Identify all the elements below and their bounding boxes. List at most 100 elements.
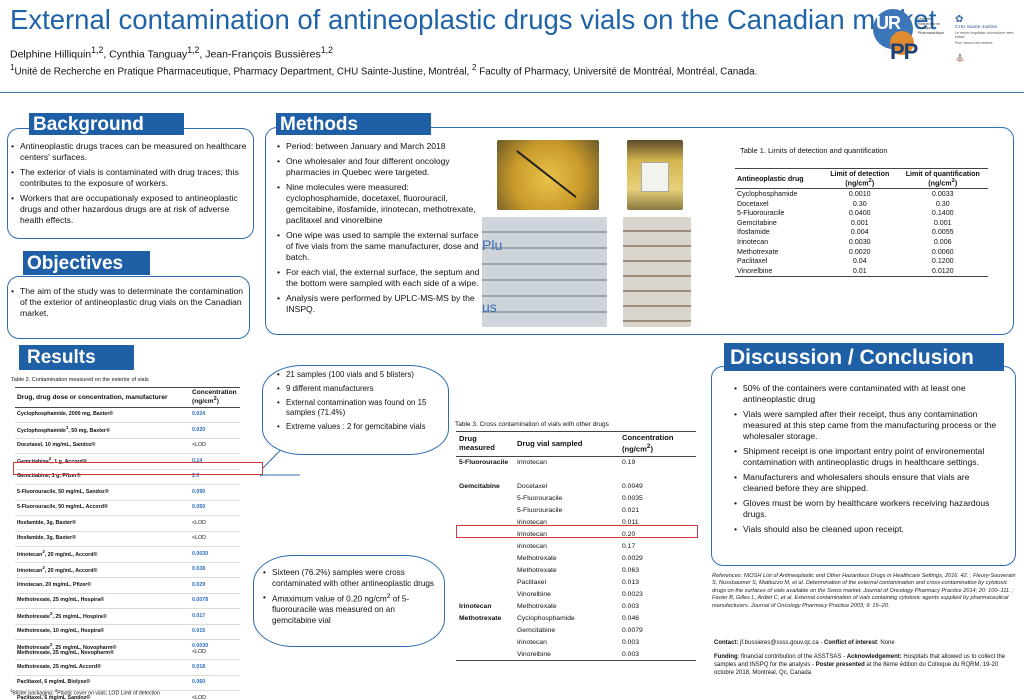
- chu-mark-icon: ✿: [955, 14, 964, 25]
- chu-logo: ✿ CHU Sainte-Justine Le centre hospitali…: [955, 14, 1017, 74]
- table3-row: 5-Fluorouracile 0.021: [456, 504, 696, 516]
- table2-concentration-cell: 0.024: [192, 411, 206, 418]
- table1-row: Vinorelbine 0.01 0.0120: [735, 266, 988, 277]
- table3-cell: [456, 636, 514, 648]
- table1-cell: 0.0020: [848, 247, 871, 256]
- discussion-item-5: Vials should also be cleaned upon receip…: [733, 524, 1001, 535]
- table2-row: Irinotecan, 20 mg/mL, Pfizer® 0.029: [15, 578, 240, 594]
- table3-highlight-box: [456, 525, 698, 538]
- table1-cell: 0.04: [852, 257, 867, 266]
- table2: Drug, drug dose or concentration, manufa…: [15, 387, 240, 700]
- table2-row: 5-Fluorouracile, 50 mg/mL, Accord® 0.050: [15, 500, 240, 516]
- table3-row: Irinotecan 0.003: [456, 636, 696, 648]
- blister-pack-photo-2: [623, 217, 691, 327]
- table1-cell: 5-Fluorouracile: [737, 209, 785, 218]
- table1-cell: 0.001: [933, 218, 952, 227]
- results-summary-item-2: External contamination was found on 15 s…: [276, 398, 446, 418]
- table2-drug-cell: Irinotecan2, 20 mg/mL, Accord®: [17, 549, 98, 559]
- table3-cell: Vinorelbine: [517, 590, 551, 598]
- discussion-item-3: Manufacturers and wholesalers shouls ens…: [733, 472, 1001, 494]
- method-item-4: For each vial, the external surface, the…: [276, 267, 484, 289]
- table3-cell: Methotrexate: [459, 614, 502, 622]
- table2-drug-cell: Methotrexate, 25 mg/mL Accord®: [17, 663, 101, 670]
- table3-cell: 0.0079: [622, 626, 643, 634]
- table2-row: Methotrexate, 10 mg/mL, Hospira® 0.015: [15, 624, 240, 640]
- table1-cell: Methotrexate: [737, 247, 779, 256]
- table3-row: Vinorelbine 0.0023: [456, 588, 696, 600]
- table3-cell: 0.003: [622, 602, 640, 610]
- table2-drug-cell: Methotrexate, 10 mg/mL, Hospira®: [17, 628, 105, 635]
- table1-row: Methotrexate 0.0020 0.0060: [735, 247, 988, 257]
- results-summary-item-3: Extreme values : 2 for gemcitabine vials: [276, 422, 446, 432]
- table3-cell: [456, 552, 514, 564]
- table2-header-concentration: Concentration (ng/cm2): [192, 389, 237, 406]
- table1-cell: Irinotecan: [737, 238, 769, 247]
- table1: Antineoplastic drug Limit of detection (…: [735, 168, 988, 277]
- table3-cell: [456, 492, 514, 504]
- table2-concentration-cell: 0.0078: [192, 597, 209, 604]
- table1-cell: Ifosfamide: [737, 228, 770, 237]
- table2-row: Methotrexate, 25 mg/mL, Hospira® 0.0078: [15, 593, 240, 609]
- table2-drug-cell: Paclitaxel, 6 mg/mL Biolyse®: [17, 679, 91, 686]
- background-item-1: The exterior of vials is contaminated wi…: [10, 167, 250, 189]
- table2-row: Paclitaxel, 6 mg/mL Biolyse® 0.060: [15, 675, 240, 691]
- table2-row: Docetaxel, 10 mg/mL, Sandoz® <LOD: [15, 438, 240, 454]
- table3-row: 5-Fluorouracile 0.0035: [456, 492, 696, 504]
- table2-row: 5-Fluorouracile, 50 mg/mL, Sandoz® 0.090: [15, 485, 240, 501]
- table3-row: [456, 468, 696, 480]
- contact-line: Contact: jf.bussieres@ssss.gouv.qc.ca - …: [714, 640, 895, 646]
- results-summary-list: 21 samples (100 vials and 5 blisters) 9 d…: [276, 370, 446, 437]
- table1-cell: Docetaxel: [737, 199, 769, 208]
- table3-cell: 5-Fluorouracile: [517, 506, 563, 514]
- table1-cell: 0.0055: [931, 228, 954, 237]
- affiliations: 1Unité de Recherche en Pratique Pharmace…: [10, 63, 758, 78]
- table2-drug-cell: 5-Fluorouracile, 50 mg/mL, Sandoz®: [17, 488, 109, 495]
- discussion-item-0: 50% of the containers were contaminated …: [733, 383, 1001, 405]
- table3-header-drug-vial: Drug vial sampled: [517, 438, 583, 448]
- method-item-2: Nine molecules were measured: cyclophosp…: [276, 182, 484, 226]
- table3-cell: 5-Fluorouracile: [459, 459, 509, 467]
- table2-concentration-cell: <LOD: [192, 535, 206, 542]
- discussion-item-4: Gloves must be worn by healthcare worker…: [733, 498, 1001, 520]
- table2-row: Methotrexate2, 25 mg/mL, Novopharm® Metho…: [15, 640, 240, 660]
- table2-drug-cell: Irinotecan2, 20 mg/mL, Accord®: [17, 564, 98, 574]
- table3-row: Irinotecan 0.17: [456, 540, 696, 552]
- objectives-list: The aim of the study was to determinate …: [10, 286, 248, 323]
- table3-cell: [456, 648, 514, 660]
- table2-row: Irinotecan2, 20 mg/mL, Accord® 0.0030: [15, 547, 240, 563]
- table2-concentration-cell: 0.038: [192, 566, 206, 573]
- table3-cell: Vinorelbine: [517, 650, 551, 658]
- table1-row: 5-Fluorouracile 0.0400 0.1400: [735, 208, 988, 218]
- table1-cell: 0.1200: [931, 257, 954, 266]
- table3-row: Irinotecan Methotrexate 0.003: [456, 600, 696, 612]
- table2-row: Irinotecan2, 20 mg/mL, Accord® 0.038: [15, 562, 240, 578]
- table3-row: Methotrexate Cyclophosphamide 0.046: [456, 612, 696, 624]
- table3-cell: [456, 540, 514, 552]
- table1-row: Gemcitabine 0.001 0.001: [735, 218, 988, 228]
- table3-header-drug-measured: Drug measured: [459, 434, 495, 452]
- funding-line: Funding: financial contribution of the A…: [714, 654, 1006, 677]
- methods-heading: Methods: [276, 113, 431, 135]
- chu-logo-sub: Le centre hospitalier universitaire mère…: [955, 30, 1015, 39]
- method-item-1: One wholesaler and four different oncolo…: [276, 156, 484, 178]
- table2-row: Ifosfamide, 3g, Baxter® <LOD: [15, 516, 240, 532]
- table2-concentration-cell: 0.029: [192, 581, 206, 588]
- table3-cell: Cyclophosphamide: [517, 614, 575, 622]
- table1-cell: Gemcitabine: [737, 218, 777, 227]
- table2-row: Cyclophosphamide, 2000 mg, Baxter® 0.024: [15, 407, 240, 423]
- table1-cell: 0.0033: [931, 190, 954, 199]
- table2-row: Gemcitabine, 1 g, Pfizer® 2.0: [15, 469, 240, 485]
- table3-cell: 0.003: [622, 650, 640, 658]
- table1-cell: 0.1400: [931, 209, 954, 218]
- table3-cell: [456, 588, 514, 600]
- table3-cell: 0.0049: [622, 482, 643, 490]
- table2-row: Methotrexate, 25 mg/mL Accord® 0.018: [15, 660, 240, 676]
- table2-drug-cell: Methotrexate2, 25 mg/mL, Novopharm® Metho…: [17, 642, 117, 657]
- table3-cell: [514, 468, 619, 480]
- table2-drug-cell: Ifosfamide, 3g, Baxter®: [17, 519, 76, 526]
- method-item-3: One wipe was used to sample the external…: [276, 230, 484, 263]
- background-item-0: Antineoplastic drugs traces can be measu…: [10, 141, 250, 163]
- table1-header-lod: Limit of detection (ng/cm2): [830, 169, 890, 188]
- table3-row: Methotrexate 0.063: [456, 564, 696, 576]
- background-item-2: Workers that are occupationaly exposed t…: [10, 193, 250, 226]
